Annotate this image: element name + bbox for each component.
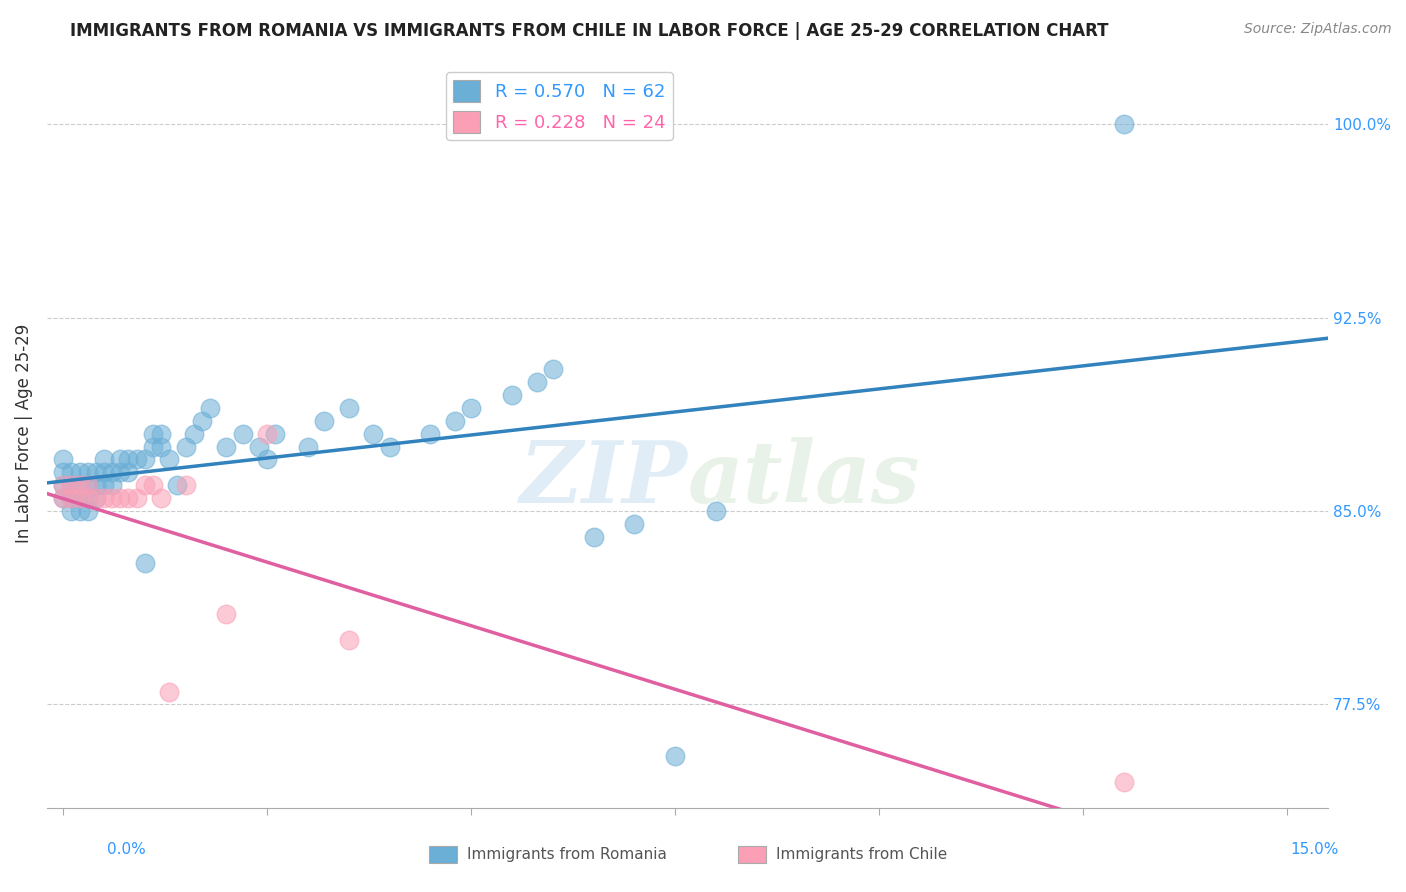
Point	[314, 414, 336, 428]
Text: 15.0%: 15.0%	[1291, 842, 1339, 856]
Point	[125, 491, 148, 505]
Point	[60, 465, 83, 479]
Point	[157, 684, 180, 698]
Text: IMMIGRANTS FROM ROMANIA VS IMMIGRANTS FROM CHILE IN LABOR FORCE | AGE 25-29 CORR: IMMIGRANTS FROM ROMANIA VS IMMIGRANTS FR…	[70, 22, 1109, 40]
Point	[142, 478, 165, 492]
Point	[52, 491, 75, 505]
Point	[337, 632, 360, 647]
Point	[460, 401, 482, 415]
Point	[60, 478, 83, 492]
Point	[76, 491, 98, 505]
Point	[623, 516, 645, 531]
Point	[541, 362, 564, 376]
Point	[93, 478, 115, 492]
Point	[69, 478, 91, 492]
Point	[125, 452, 148, 467]
Text: atlas: atlas	[688, 437, 920, 520]
Point	[134, 478, 156, 492]
Point	[93, 491, 115, 505]
Point	[110, 491, 132, 505]
Point	[101, 465, 124, 479]
Point	[174, 478, 197, 492]
Point	[191, 414, 214, 428]
Point	[501, 388, 523, 402]
Point	[363, 426, 385, 441]
Text: Immigrants from Chile: Immigrants from Chile	[776, 847, 948, 862]
Text: ZIP: ZIP	[520, 437, 688, 520]
Point	[60, 478, 83, 492]
Point	[215, 607, 238, 622]
Point	[101, 491, 124, 505]
Point	[704, 504, 727, 518]
Point	[337, 401, 360, 415]
Point	[150, 426, 173, 441]
Point	[664, 749, 686, 764]
Point	[444, 414, 467, 428]
Point	[150, 440, 173, 454]
Point	[232, 426, 254, 441]
Point	[52, 478, 75, 492]
Point	[69, 491, 91, 505]
Point	[280, 814, 302, 828]
Point	[60, 491, 83, 505]
Point	[52, 452, 75, 467]
Point	[110, 452, 132, 467]
Point	[215, 440, 238, 454]
Point	[93, 465, 115, 479]
Point	[76, 465, 98, 479]
Point	[117, 452, 139, 467]
Point	[76, 478, 98, 492]
Point	[60, 491, 83, 505]
Point	[1114, 117, 1136, 131]
Point	[134, 556, 156, 570]
Point	[84, 478, 107, 492]
Point	[157, 452, 180, 467]
Point	[142, 440, 165, 454]
Point	[84, 465, 107, 479]
Legend: R = 0.570   N = 62, R = 0.228   N = 24: R = 0.570 N = 62, R = 0.228 N = 24	[446, 72, 672, 140]
Point	[52, 465, 75, 479]
Point	[101, 478, 124, 492]
Point	[264, 426, 287, 441]
Point	[69, 465, 91, 479]
Point	[110, 465, 132, 479]
Point	[76, 504, 98, 518]
Point	[297, 440, 319, 454]
Point	[69, 491, 91, 505]
Point	[134, 452, 156, 467]
Text: Immigrants from Romania: Immigrants from Romania	[467, 847, 666, 862]
Point	[378, 440, 401, 454]
Point	[69, 478, 91, 492]
Point	[256, 426, 278, 441]
Text: Source: ZipAtlas.com: Source: ZipAtlas.com	[1244, 22, 1392, 37]
Text: 0.0%: 0.0%	[107, 842, 146, 856]
Point	[582, 530, 605, 544]
Point	[1114, 774, 1136, 789]
Point	[183, 426, 205, 441]
Point	[117, 465, 139, 479]
Point	[256, 452, 278, 467]
Point	[142, 426, 165, 441]
Point	[84, 491, 107, 505]
Point	[419, 426, 441, 441]
Point	[150, 491, 173, 505]
Point	[166, 478, 188, 492]
Point	[93, 452, 115, 467]
Point	[84, 491, 107, 505]
Point	[526, 375, 548, 389]
Point	[69, 504, 91, 518]
Point	[198, 401, 221, 415]
Point	[247, 440, 270, 454]
Point	[76, 491, 98, 505]
Y-axis label: In Labor Force | Age 25-29: In Labor Force | Age 25-29	[15, 324, 32, 543]
Point	[52, 478, 75, 492]
Point	[117, 491, 139, 505]
Point	[60, 504, 83, 518]
Point	[76, 478, 98, 492]
Point	[52, 491, 75, 505]
Point	[174, 440, 197, 454]
